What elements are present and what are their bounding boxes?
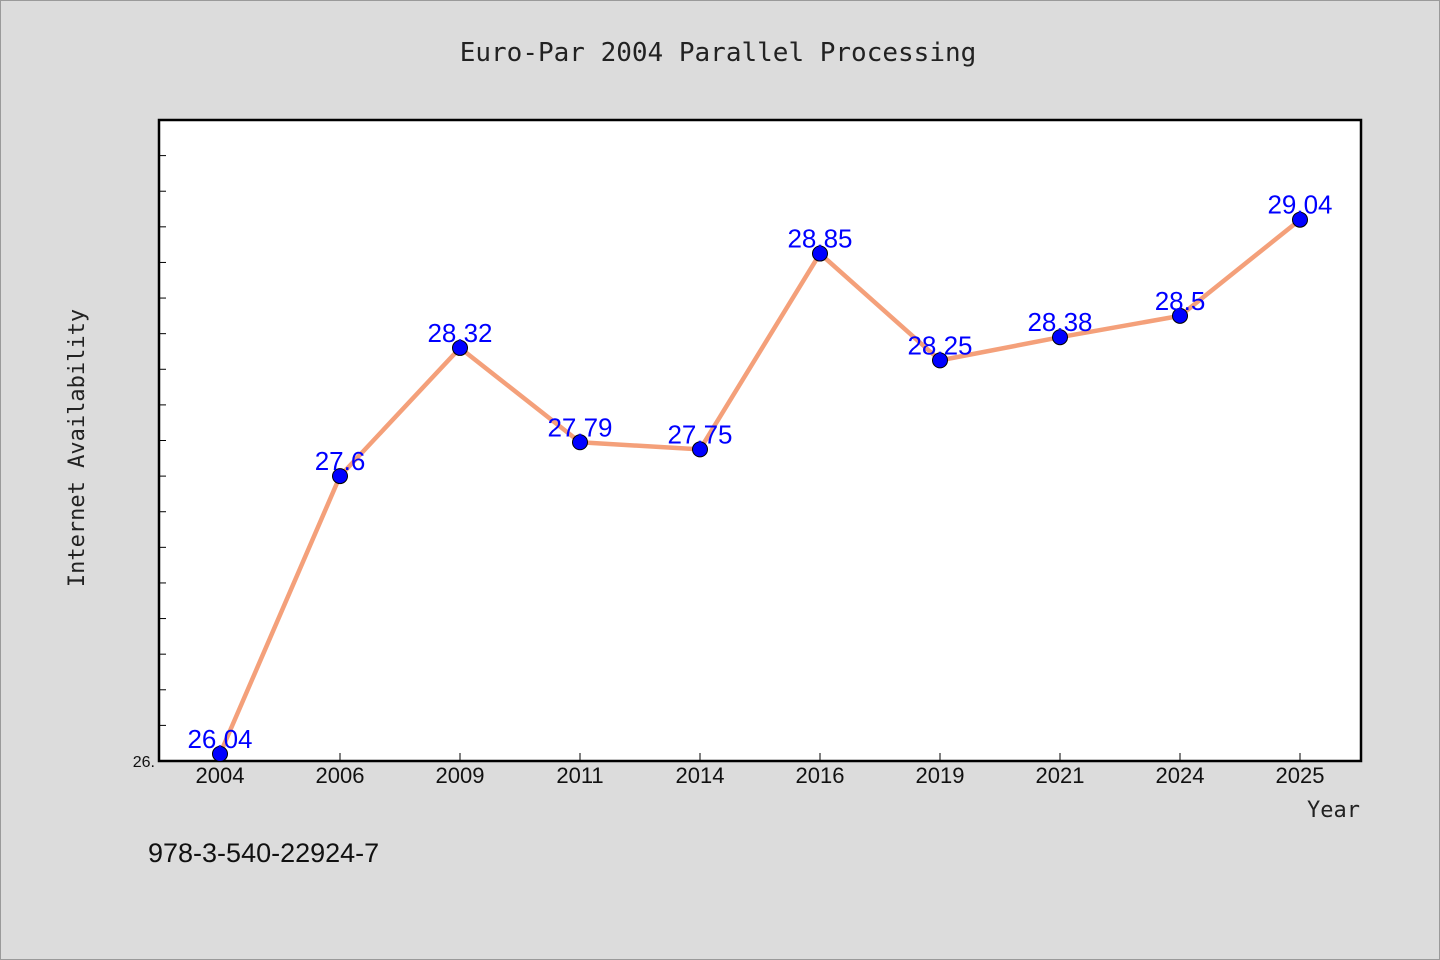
x-axis-ticks — [219, 753, 1301, 761]
data-label: 28.5 — [1155, 286, 1206, 316]
data-label: 29.04 — [1267, 190, 1332, 220]
isbn-text: 978-3-540-22924-7 — [148, 838, 379, 868]
data-label: 26.04 — [187, 724, 252, 754]
data-point — [452, 339, 468, 356]
data-point — [212, 745, 228, 762]
x-axis-label: Year — [1307, 798, 1360, 823]
data-point — [932, 352, 948, 369]
data-point — [572, 434, 588, 451]
plot-area — [157, 118, 1363, 763]
data-label: 27.75 — [667, 419, 732, 449]
y-axis-ticks — [159, 155, 166, 726]
data-label: 27.79 — [547, 412, 612, 442]
data-point — [1292, 211, 1308, 228]
data-label: 27.6 — [315, 446, 366, 476]
data-point — [1172, 307, 1188, 324]
x-tick-label: 2011 — [556, 763, 603, 788]
x-tick-label: 2009 — [436, 763, 485, 788]
y-tick-label: 26. — [133, 754, 155, 771]
series-line — [217, 217, 1303, 757]
x-axis-tick-labels: 2004 2006 2009 2011 2014 2016 2019 2021 2024 2025 — [196, 763, 1325, 788]
x-tick-label: 2025 — [1276, 763, 1325, 788]
data-label: 28.85 — [787, 224, 852, 254]
data-label: 28.38 — [1027, 307, 1092, 337]
x-tick-label: 2006 — [316, 763, 365, 788]
x-tick-label: 2014 — [676, 763, 725, 788]
x-tick-label: 2021 — [1036, 763, 1085, 788]
chart-title: Euro-Par 2004 Parallel Processing — [460, 38, 977, 68]
x-tick-label: 2024 — [1156, 763, 1205, 788]
x-tick-label: 2016 — [796, 763, 845, 788]
data-point — [332, 468, 348, 485]
x-tick-label: 2004 — [196, 763, 245, 788]
data-label: 28.25 — [907, 330, 972, 360]
data-point — [812, 245, 828, 262]
data-point — [692, 441, 708, 458]
data-label: 28.32 — [427, 318, 492, 348]
y-axis-label: Internet Availability — [65, 309, 90, 587]
series-line-group: 26.04 27.6 28.32 27.79 27.75 28.85 28.25 28.38 2… — [187, 190, 1333, 762]
data-point — [1052, 329, 1068, 346]
x-tick-label: 2019 — [916, 763, 965, 788]
